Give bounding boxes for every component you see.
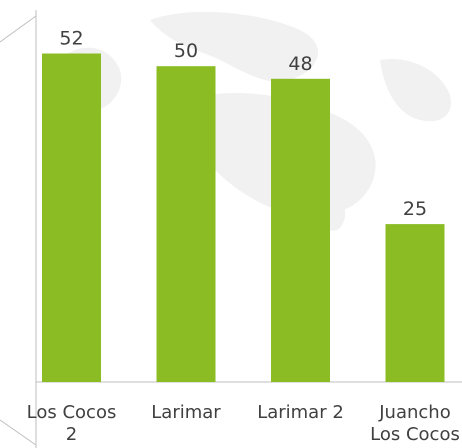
category-label-line: Los Cocos (370, 424, 460, 445)
category-label-line: Larimar (151, 402, 221, 423)
bar-value-label-3: 25 (403, 198, 427, 220)
value-labels-group: 52 50 48 25 (59, 28, 427, 221)
bar-3 (385, 224, 445, 382)
category-label-3: Juancho Los Cocos (370, 402, 460, 445)
bars-group (42, 53, 445, 383)
bar-value-label-2: 48 (288, 53, 312, 75)
left-frame-lines (0, 15, 37, 446)
bar-2 (271, 78, 330, 383)
category-label-1: Larimar (151, 402, 221, 423)
category-label-2: Larimar 2 (257, 402, 344, 423)
world-map-watermark (59, 11, 451, 231)
category-label-0: Los Cocos 2 (27, 402, 117, 445)
bar-1 (156, 66, 216, 382)
category-label-line: Juancho (378, 402, 450, 423)
bar-value-label-1: 50 (174, 40, 198, 62)
bar-value-label-0: 52 (59, 28, 83, 50)
category-label-line: 2 (66, 424, 77, 445)
category-label-line: Los Cocos (27, 402, 117, 423)
bar-0 (42, 53, 101, 382)
category-label-line: Larimar 2 (257, 402, 344, 423)
